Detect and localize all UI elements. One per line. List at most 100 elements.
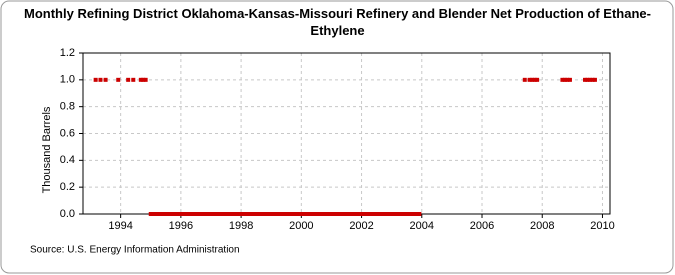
point <box>309 212 314 216</box>
point <box>191 212 196 216</box>
point <box>259 212 264 216</box>
point <box>565 77 570 82</box>
point <box>301 212 306 216</box>
point <box>233 212 238 216</box>
y-tick-label: 0.8 <box>60 101 75 113</box>
point <box>336 212 341 216</box>
chart-title: Monthly Refining District Oklahoma-Kansa… <box>24 6 651 38</box>
x-tick-label: 2004 <box>410 220 434 232</box>
point <box>196 212 201 216</box>
point <box>163 212 168 216</box>
point <box>409 212 414 216</box>
point <box>151 212 156 216</box>
point <box>299 212 304 216</box>
point <box>327 212 332 216</box>
point <box>417 212 422 216</box>
point <box>334 212 339 216</box>
point <box>412 212 417 216</box>
point <box>535 77 540 82</box>
point <box>585 77 590 82</box>
point <box>236 212 241 216</box>
point <box>206 212 211 216</box>
y-tick-label: 0.4 <box>60 154 75 166</box>
point <box>271 212 276 216</box>
point <box>216 212 221 216</box>
point <box>354 212 359 216</box>
point <box>249 212 254 216</box>
point <box>296 212 301 216</box>
point <box>166 212 171 216</box>
point <box>324 212 329 216</box>
y-axis-label: Thousand Barrels <box>41 106 53 193</box>
point <box>158 212 163 216</box>
point <box>316 212 321 216</box>
point <box>274 212 279 216</box>
point <box>414 212 419 216</box>
point <box>269 212 274 216</box>
x-tick-label: 1994 <box>108 220 132 232</box>
point <box>372 212 377 216</box>
point <box>306 212 311 216</box>
point <box>349 212 354 216</box>
point <box>266 212 271 216</box>
point <box>291 212 296 216</box>
y-tick-label: 1.2 <box>60 47 75 59</box>
y-tick-label: 0.2 <box>60 181 75 193</box>
point <box>193 212 198 216</box>
point <box>314 212 319 216</box>
point <box>178 212 183 216</box>
point <box>342 212 347 216</box>
point <box>208 212 213 216</box>
point <box>148 212 153 216</box>
point <box>218 212 223 216</box>
point <box>224 212 229 216</box>
point <box>527 77 532 82</box>
point <box>407 212 412 216</box>
point <box>359 212 364 216</box>
point <box>357 212 362 216</box>
point <box>367 212 372 216</box>
y-tick-label: 0.6 <box>60 127 75 139</box>
point <box>156 212 161 216</box>
point <box>241 212 246 216</box>
point <box>116 77 121 82</box>
point <box>377 212 382 216</box>
point <box>229 212 234 216</box>
x-tick-label: 2010 <box>590 220 614 232</box>
source: Source: U.S. Energy Information Administ… <box>30 245 240 256</box>
point <box>98 77 103 82</box>
point <box>201 212 206 216</box>
point <box>399 212 404 216</box>
point <box>374 212 379 216</box>
point <box>532 77 537 82</box>
point <box>281 212 286 216</box>
point <box>331 212 336 216</box>
point <box>522 77 527 82</box>
point <box>392 212 397 216</box>
x-tick-label: 2008 <box>530 220 554 232</box>
point <box>138 77 143 82</box>
point <box>387 212 392 216</box>
point <box>319 212 324 216</box>
point <box>530 77 535 82</box>
point <box>276 212 281 216</box>
point <box>344 212 349 216</box>
point <box>199 212 204 216</box>
point <box>567 77 572 82</box>
point <box>254 212 259 216</box>
point <box>176 212 181 216</box>
point <box>321 212 326 216</box>
point <box>404 212 409 216</box>
point <box>143 77 148 82</box>
point <box>261 212 266 216</box>
point <box>141 77 146 82</box>
point <box>286 212 291 216</box>
point <box>246 212 251 216</box>
y-tick-label: 1.0 <box>60 74 75 86</box>
point <box>188 212 193 216</box>
point <box>214 212 219 216</box>
point <box>329 212 334 216</box>
point <box>384 212 389 216</box>
